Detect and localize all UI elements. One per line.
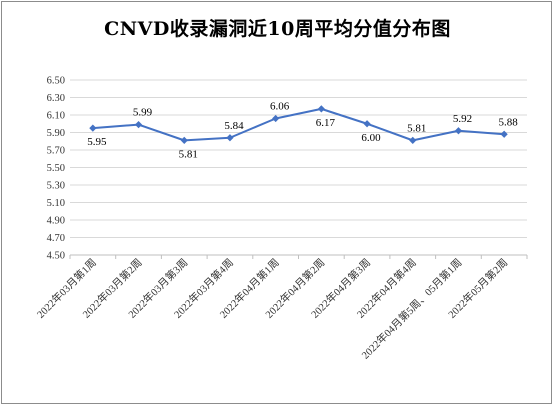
y-tick-label: 5.90 — [47, 128, 65, 139]
data-point — [272, 114, 280, 123]
data-label: 5.84 — [224, 120, 244, 132]
data-point — [409, 136, 417, 144]
data-point — [500, 130, 508, 138]
data-label: 5.92 — [453, 113, 472, 125]
data-point — [363, 120, 371, 128]
y-tick-label: 6.50 — [47, 76, 65, 87]
data-point — [454, 127, 463, 135]
series-line — [92, 107, 505, 142]
y-tick-label: 4.70 — [47, 233, 65, 244]
y-tick-label: 5.10 — [47, 198, 65, 209]
y-tick-label: 5.50 — [47, 163, 65, 174]
data-label: 5.95 — [87, 136, 107, 148]
data-label: 5.81 — [179, 148, 198, 160]
data-point — [134, 121, 143, 129]
data-label: 6.17 — [316, 117, 336, 129]
data-point — [226, 134, 234, 142]
data-label: 6.06 — [270, 101, 290, 113]
data-point — [89, 124, 97, 132]
y-tick-label: 5.70 — [47, 146, 65, 157]
chart-title: CNVD收录漏洞近10周平均分值分布图 — [104, 18, 451, 40]
y-tick-label: 6.10 — [47, 111, 65, 122]
data-label: 6.00 — [361, 132, 381, 144]
data-label: 5.88 — [499, 116, 519, 128]
y-tick-label: 4.90 — [47, 216, 65, 227]
data-point — [180, 136, 188, 144]
y-tick-label: 5.30 — [47, 181, 65, 192]
data-point — [317, 105, 325, 113]
y-tick-label: 4.50 — [47, 251, 65, 262]
data-label: 5.81 — [407, 122, 426, 134]
data-label: 5.99 — [133, 107, 153, 119]
y-tick-label: 6.30 — [47, 93, 65, 104]
